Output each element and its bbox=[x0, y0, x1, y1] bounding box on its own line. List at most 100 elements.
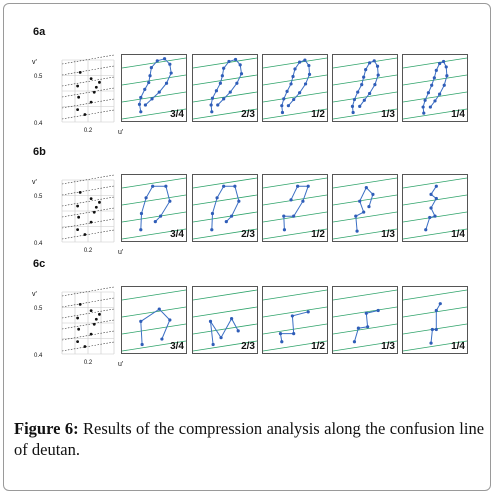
data-point bbox=[307, 72, 312, 76]
confusion-line bbox=[402, 289, 468, 301]
confusion-line bbox=[332, 74, 398, 86]
confusion-line bbox=[121, 108, 187, 120]
data-point bbox=[438, 302, 442, 306]
data-point bbox=[352, 340, 357, 344]
compression-panel: 1/2 bbox=[262, 286, 328, 354]
data-point bbox=[434, 327, 438, 332]
sample-point bbox=[78, 191, 82, 194]
data-point bbox=[303, 82, 308, 86]
confusion-line bbox=[332, 306, 398, 318]
data-point bbox=[356, 90, 360, 94]
data-point bbox=[164, 81, 169, 85]
sample-point bbox=[77, 327, 81, 331]
sample-point bbox=[77, 215, 81, 219]
data-point bbox=[278, 332, 283, 336]
compression-ratio-label: 3/4 bbox=[170, 109, 184, 120]
data-point bbox=[376, 73, 380, 77]
confusion-line bbox=[402, 340, 468, 352]
compression-ratio-label: 1/3 bbox=[381, 229, 395, 240]
sample-point bbox=[89, 197, 93, 200]
confusion-line bbox=[192, 194, 258, 206]
data-point bbox=[218, 81, 222, 85]
sample-point bbox=[98, 312, 101, 316]
compression-ratio-label: 1/4 bbox=[451, 341, 465, 352]
data-point bbox=[301, 199, 305, 203]
data-point bbox=[358, 104, 362, 108]
data-point bbox=[168, 318, 172, 322]
confusion-line bbox=[192, 177, 258, 189]
compression-panel: 1/2 bbox=[262, 174, 328, 242]
data-point bbox=[168, 199, 172, 203]
confusion-line bbox=[402, 306, 468, 318]
row-label: 6c bbox=[33, 258, 46, 270]
data-point bbox=[140, 342, 144, 347]
data-point bbox=[298, 60, 302, 64]
data-point bbox=[209, 103, 213, 107]
data-point bbox=[214, 89, 219, 93]
data-point bbox=[421, 105, 425, 109]
data-point bbox=[222, 66, 226, 70]
data-point bbox=[430, 327, 434, 332]
data-point bbox=[355, 229, 359, 233]
x-tick-label: 0.2 bbox=[84, 360, 93, 366]
figure-caption: Figure 6: Results of the compression ana… bbox=[14, 418, 484, 460]
confusion-line bbox=[332, 340, 398, 352]
data-point bbox=[438, 61, 442, 66]
data-point bbox=[434, 308, 438, 313]
sample-point bbox=[83, 113, 87, 116]
data-point bbox=[280, 340, 284, 344]
confusion-line bbox=[402, 228, 468, 240]
data-point bbox=[157, 90, 161, 94]
sample-point bbox=[83, 233, 87, 236]
sample-point bbox=[76, 204, 79, 208]
data-point bbox=[292, 97, 296, 102]
confusion-line bbox=[121, 340, 187, 352]
data-point bbox=[280, 110, 285, 115]
data-point bbox=[351, 110, 355, 115]
confusion-line bbox=[192, 211, 258, 223]
caption-text: Results of the compression analysis alon… bbox=[14, 419, 485, 459]
row-label: 6a bbox=[33, 26, 46, 38]
confusion-line bbox=[402, 57, 468, 69]
data-point bbox=[280, 104, 284, 108]
data-point bbox=[424, 228, 428, 232]
data-point bbox=[139, 95, 143, 100]
data-point bbox=[373, 83, 377, 87]
data-point bbox=[441, 59, 446, 64]
sample-point bbox=[89, 100, 93, 104]
confusion-line bbox=[121, 57, 187, 69]
confusion-line bbox=[332, 211, 398, 223]
confusion-line bbox=[121, 177, 187, 189]
data-point bbox=[159, 214, 163, 218]
sample-point bbox=[98, 200, 101, 204]
sample-point bbox=[76, 228, 79, 231]
data-point bbox=[139, 228, 143, 232]
confusion-line bbox=[121, 289, 187, 301]
data-point bbox=[285, 89, 289, 93]
reference-plot: v' 0.5 0.4 0.2 u' bbox=[32, 54, 123, 136]
y-tick-label: 0.4 bbox=[34, 121, 43, 127]
data-point bbox=[289, 82, 293, 86]
confusion-line bbox=[121, 211, 187, 223]
confusion-line bbox=[192, 108, 258, 120]
confusion-line bbox=[262, 194, 328, 206]
sample-point bbox=[92, 90, 96, 94]
compression-panel: 1/2 bbox=[262, 54, 328, 122]
y-axis-label: v' bbox=[32, 291, 37, 298]
confusion-line bbox=[262, 91, 328, 103]
data-point bbox=[155, 59, 159, 63]
data-point bbox=[237, 199, 241, 203]
data-point bbox=[282, 214, 286, 218]
data-point bbox=[422, 111, 426, 115]
compression-panel: 2/3 bbox=[192, 54, 258, 122]
sample-point bbox=[77, 95, 81, 99]
sample-point bbox=[76, 316, 79, 320]
data-point bbox=[432, 76, 436, 80]
caption-label: Figure 6: bbox=[14, 419, 79, 438]
data-point bbox=[162, 57, 167, 61]
confusion-line bbox=[332, 323, 398, 335]
confusion-line bbox=[402, 74, 468, 86]
data-point bbox=[143, 103, 148, 107]
data-point bbox=[289, 198, 293, 202]
data-point bbox=[151, 184, 155, 188]
